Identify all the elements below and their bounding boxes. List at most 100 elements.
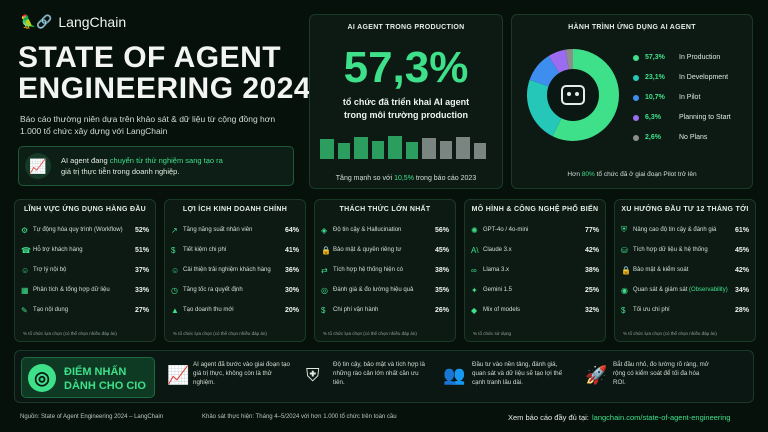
item-percent: 45%	[434, 246, 449, 254]
cio-section: ◎ ĐIỂM NHẤN DÀNH CHO CIO 📈 AI agent đã b…	[14, 350, 754, 403]
item-label: Llama 3.x	[483, 267, 510, 273]
item-icon: ◈	[321, 225, 328, 235]
item-icon: ☺	[21, 265, 30, 275]
cio-item-2: Độ tin cậy, bảo mật và tích hợp là những…	[333, 361, 425, 386]
card-title: LỢI ÍCH KINH DOANH CHÍNH	[182, 206, 288, 213]
item-percent: 25%	[584, 286, 599, 294]
legend-value: 57,3%	[645, 54, 665, 61]
list-item: ⛁ Tích hợp dữ liệu & hệ thống 45%	[621, 242, 749, 258]
card-title: THÁCH THỨC LỚN NHẤT	[339, 206, 431, 213]
item-label: Tự động hóa quy trình (Workflow)	[33, 227, 123, 233]
item-label: Bảo mật & quyền riêng tư	[333, 247, 402, 253]
item-percent: 42%	[584, 246, 599, 254]
legend-value: 10,7%	[645, 94, 665, 101]
list-item: ∞ Llama 3.x 38%	[471, 262, 599, 278]
cio-title2: DÀNH CHO CIO	[64, 380, 146, 392]
legend-value: 6,3%	[645, 114, 661, 121]
legend-label: No Plans	[679, 134, 708, 141]
item-percent: 37%	[134, 266, 149, 274]
chart-growth-icon: 📈	[167, 365, 190, 385]
stat-card: THÁCH THỨC LỚN NHẤT ◈ Độ tin cậy & Hallu…	[314, 199, 456, 342]
list-item: ◷ Tăng tốc ra quyết định 30%	[171, 282, 299, 298]
footer-survey: Khảo sát thực hiện: Tháng 4–5/2024 với h…	[202, 414, 397, 420]
item-icon: ◉	[621, 285, 628, 295]
list-item: ☺ Trợ lý nội bộ 37%	[21, 262, 149, 278]
item-icon: $	[321, 305, 326, 315]
item-label: Tăng năng suất nhân viên	[183, 227, 253, 233]
hero-title-line1: STATE OF AGENT	[18, 41, 282, 74]
legend-item: 10,7% In Pilot	[633, 94, 700, 101]
production-line1: tổ chức đã triển khai AI agent	[342, 97, 470, 107]
item-icon: ⚙	[21, 225, 29, 235]
list-item: $ Chi phí vận hành 26%	[321, 302, 449, 318]
item-label: Bảo mật & kiểm soát	[633, 267, 689, 273]
buildings-illustration	[320, 135, 494, 159]
legend-label: Planning to Start	[679, 114, 731, 121]
item-icon: 🔒	[621, 265, 631, 275]
journey-note: Hơn 80% tổ chức đã ở giai đoạn Pilot trở…	[567, 171, 697, 178]
list-item: ☎ Hỗ trợ khách hàng 51%	[21, 242, 149, 258]
item-icon: $	[171, 245, 176, 255]
list-item: ◉ Quan sát & giám sát (Observability) 34…	[621, 282, 749, 298]
footer-link[interactable]: langchain.com/state-of-agent-engineering	[592, 413, 731, 422]
legend-item: 6,3% Planning to Start	[633, 114, 731, 121]
card-footnote: % tổ chức lựa chọn (có thể chọn nhiều đá…	[173, 331, 267, 336]
list-item: ▦ Phân tích & tổng hợp dữ liệu 33%	[21, 282, 149, 298]
item-icon: ◆	[471, 305, 478, 315]
card-footnote: % tổ chức lựa chọn (có thể chọn nhiều đá…	[323, 331, 417, 336]
item-percent: 35%	[434, 286, 449, 294]
production-card: AI AGENT TRONG PRODUCTION 57,3% tổ chức …	[309, 14, 503, 189]
item-label: Tích hợp dữ liệu & hệ thống	[633, 247, 708, 253]
item-icon: ✺	[471, 225, 478, 235]
item-icon: $	[621, 305, 626, 315]
item-label: Trợ lý nội bộ	[33, 267, 67, 273]
item-icon: A\	[471, 245, 479, 255]
item-percent: 64%	[284, 226, 299, 234]
item-percent: 28%	[734, 306, 749, 314]
item-icon: 🔒	[321, 245, 331, 255]
item-icon: ✎	[21, 305, 28, 315]
legend-item: 57,3% In Production	[633, 54, 720, 61]
item-percent: 30%	[284, 286, 299, 294]
item-label: Phân tích & tổng hợp dữ liệu	[33, 287, 110, 293]
cio-item-3: Đầu tư vào nền tảng, đánh giá, quan sát …	[472, 361, 563, 386]
list-item: 🔒 Bảo mật & kiểm soát 42%	[621, 262, 749, 278]
list-item: $ Tiết kiệm chi phí 41%	[171, 242, 299, 258]
item-percent: 33%	[134, 286, 149, 294]
legend-value: 2,6%	[645, 134, 661, 141]
legend-swatch	[633, 114, 639, 121]
stat-card: LĨNH VỰC ỨNG DỤNG HÀNG ĐẦU ⚙ Tự động hóa…	[14, 199, 156, 342]
item-icon: ✦	[471, 285, 478, 295]
item-label: Tạo doanh thu mới	[183, 307, 234, 313]
item-percent: 26%	[434, 306, 449, 314]
journey-header: HÀNH TRÌNH ỨNG DỤNG AI AGENT	[568, 24, 696, 31]
rocket-icon: 🚀	[585, 365, 608, 385]
item-percent: 42%	[734, 266, 749, 274]
item-label: Độ tin cậy & Hallucination	[333, 227, 402, 233]
list-item: ✺ GPT-4o / 4o-mini 77%	[471, 222, 599, 238]
list-item: ◎ Đánh giá & đo lường hiệu quả 35%	[321, 282, 449, 298]
item-icon: ☺	[171, 265, 180, 275]
item-percent: 41%	[284, 246, 299, 254]
item-icon: ⛁	[621, 245, 628, 255]
cio-title1: ĐIỂM NHẤN	[64, 366, 127, 378]
card-title: MÔ HÌNH & CÔNG NGHỆ PHỔ BIẾN	[471, 206, 599, 213]
item-percent: 38%	[584, 266, 599, 274]
list-item: ☺ Cải thiện trải nghiệm khách hàng 36%	[171, 262, 299, 278]
brand: 🦜🔗 LangChain	[20, 14, 126, 30]
item-percent: 45%	[734, 246, 749, 254]
cio-badge: ◎ ĐIỂM NHẤN DÀNH CHO CIO	[21, 357, 155, 398]
item-icon: ∞	[471, 265, 477, 275]
item-label: Gemini 1.5	[483, 287, 513, 293]
list-item: ⛨ Nâng cao độ tin cậy & đánh giá 61%	[621, 222, 749, 238]
legend-value: 23,1%	[645, 74, 665, 81]
item-percent: 52%	[134, 226, 149, 234]
legend-label: In Production	[679, 54, 721, 61]
legend-item: 23,1% In Development	[633, 74, 728, 81]
item-percent: 38%	[434, 266, 449, 274]
item-label: Hỗ trợ khách hàng	[33, 247, 83, 253]
item-icon: ◎	[321, 285, 328, 295]
item-icon: ⇄	[321, 265, 328, 275]
item-label: Claude 3.x	[483, 247, 512, 253]
item-label: Tối ưu chi phí	[633, 307, 670, 313]
